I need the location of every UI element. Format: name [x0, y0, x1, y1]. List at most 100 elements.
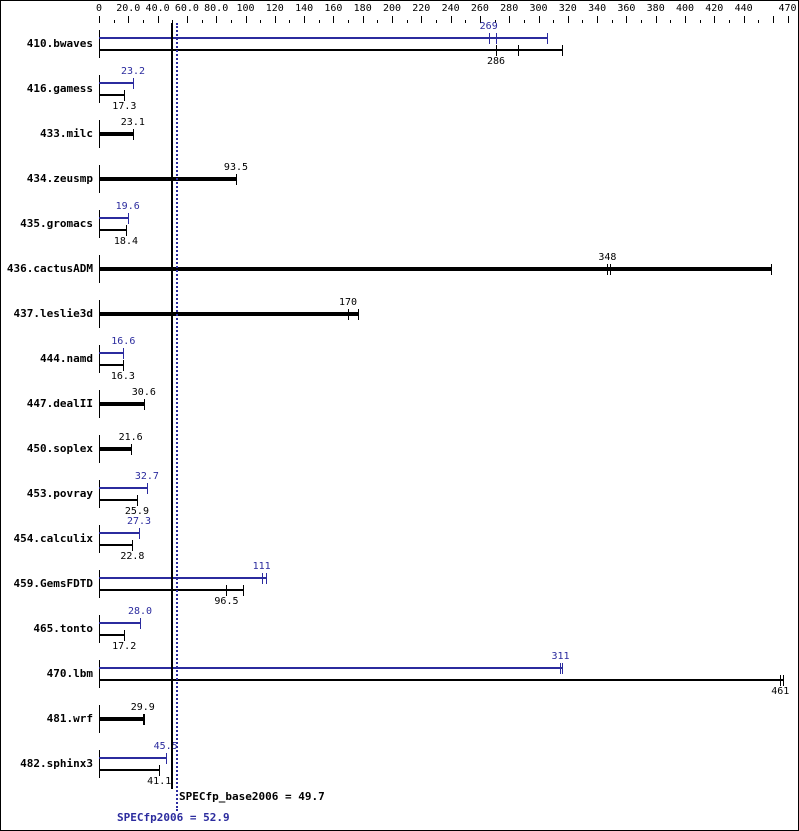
- axis-tick: [451, 16, 452, 23]
- row-axis-line: [99, 660, 100, 688]
- peak-reference-line: [176, 23, 178, 811]
- base-endcap: [133, 129, 134, 140]
- base-endcap: [159, 765, 160, 776]
- axis-tick-label: 400: [675, 3, 695, 14]
- peak-endcap: [147, 483, 148, 494]
- base-tick-mark: [610, 264, 611, 275]
- peak-tick-mark: [262, 573, 263, 584]
- axis-tick: [626, 16, 627, 23]
- base-endcap: [126, 225, 127, 236]
- base-value: 29.9: [130, 702, 155, 713]
- benchmark-label: 436.cactusADM: [6, 262, 93, 275]
- base-endcap: [358, 309, 359, 320]
- peak-value: 269: [479, 21, 498, 32]
- base-bar: [99, 132, 133, 136]
- peak-bar: [99, 577, 266, 579]
- base-bar: [99, 634, 125, 636]
- axis-tick: [128, 16, 129, 23]
- base-value: 16.3: [110, 371, 135, 382]
- axis-tick-label: 100: [236, 3, 255, 14]
- axis-tick: [465, 20, 466, 23]
- peak-endcap: [266, 573, 267, 584]
- peak-value: 111: [252, 561, 271, 572]
- row-axis-line: [99, 75, 100, 103]
- peak-tick-mark: [560, 663, 561, 674]
- benchmark-label: 437.leslie3d: [13, 307, 93, 320]
- benchmark-label: 459.GemsFDTD: [13, 577, 93, 590]
- benchmark-label: 453.povray: [26, 487, 93, 500]
- base-endcap: [771, 264, 772, 275]
- peak-endcap: [128, 213, 129, 224]
- row-axis-line: [99, 615, 100, 643]
- axis-tick: [597, 16, 598, 23]
- axis-tick: [656, 16, 657, 23]
- axis-tick-label: 320: [558, 3, 577, 14]
- peak-endcap: [140, 618, 141, 629]
- base-value: 170: [339, 297, 358, 308]
- base-tick-mark: [518, 45, 519, 56]
- base-bar: [99, 364, 123, 366]
- peak-bar: [99, 352, 124, 354]
- base-bar: [99, 312, 359, 316]
- axis-tick: [202, 20, 203, 23]
- axis-tick: [582, 20, 583, 23]
- axis-tick: [319, 20, 320, 23]
- axis-tick-label: 180: [353, 3, 372, 14]
- base-bar: [99, 589, 243, 591]
- axis-tick: [275, 16, 276, 23]
- axis-tick-label: 60.0: [174, 3, 199, 14]
- peak-endcap: [166, 753, 167, 764]
- benchmark-label: 416.gamess: [26, 82, 93, 95]
- peak-bar: [99, 532, 139, 534]
- base-bar: [99, 769, 160, 771]
- benchmark-label: 434.zeusmp: [26, 172, 93, 185]
- base-bar: [99, 717, 144, 721]
- axis-tick-label: 470: [778, 3, 797, 14]
- axis-tick-label: 260: [470, 3, 489, 14]
- benchmark-label: 470.lbm: [46, 667, 93, 680]
- axis-tick-label: 200: [382, 3, 402, 14]
- axis-tick: [729, 20, 730, 23]
- benchmark-label: 450.soplex: [26, 442, 93, 455]
- axis-tick: [509, 16, 510, 23]
- base-tick-mark: [496, 45, 497, 56]
- axis-tick: [773, 16, 774, 23]
- axis-tick: [377, 20, 378, 23]
- base-summary-label: SPECfp_base2006 = 49.7: [179, 790, 325, 803]
- base-value: 18.4: [113, 236, 138, 247]
- base-endcap: [144, 714, 145, 725]
- axis-tick-label: 440: [734, 3, 753, 14]
- axis-tick: [436, 20, 437, 23]
- base-value: 96.5: [214, 596, 239, 607]
- peak-value: 32.7: [134, 471, 159, 482]
- base-value: 25.9: [124, 506, 149, 517]
- peak-summary-label: SPECfp2006 = 52.9: [117, 811, 230, 824]
- benchmark-label: 433.milc: [40, 127, 93, 140]
- axis-tick-label: 160: [324, 3, 343, 14]
- base-endcap: [243, 585, 244, 596]
- base-bar: [99, 229, 126, 231]
- row-axis-line: [99, 345, 100, 373]
- axis-tick-label: 300: [529, 3, 548, 14]
- axis-tick-label: 220: [412, 3, 431, 14]
- base-value: 17.3: [112, 101, 137, 112]
- benchmark-label: 454.calculix: [13, 532, 93, 545]
- base-endcap: [124, 90, 125, 101]
- peak-value: 19.6: [115, 201, 140, 212]
- base-value: 17.2: [112, 641, 137, 652]
- base-tick-mark: [348, 309, 349, 320]
- base-value: 286: [486, 56, 506, 67]
- axis-tick-label: 360: [617, 3, 636, 14]
- axis-tick-label: 80.0: [204, 3, 229, 14]
- base-bar: [99, 267, 772, 271]
- peak-bar: [99, 487, 147, 489]
- base-endcap: [144, 399, 145, 410]
- axis-tick: [612, 20, 613, 23]
- axis-tick-label: 0: [95, 3, 103, 14]
- peak-endcap: [123, 348, 124, 359]
- axis-tick: [641, 20, 642, 23]
- benchmark-label: 465.tonto: [33, 622, 93, 635]
- axis-tick: [333, 16, 334, 23]
- axis-tick: [480, 16, 481, 23]
- base-endcap: [124, 630, 125, 641]
